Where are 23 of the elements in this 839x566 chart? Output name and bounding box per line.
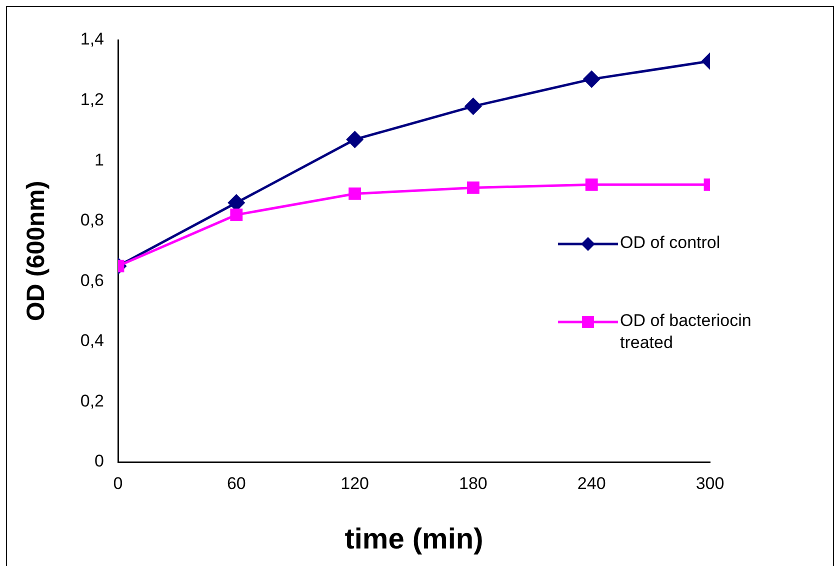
y-axis-title: OD (600nm): [22, 180, 50, 322]
y-tick-label: 0,8: [80, 210, 104, 230]
point: [464, 98, 482, 115]
point: [346, 131, 364, 148]
legend-label: OD of bacteriocin treated: [620, 310, 752, 354]
y-tick-label: 1,2: [80, 90, 104, 109]
y-tick-label: 1,4: [80, 30, 104, 49]
x-tick-label: 240: [577, 474, 606, 493]
y-tick-label: 0,4: [80, 331, 104, 350]
legend-label: OD of control: [620, 232, 722, 254]
y-tick-label: 0: [94, 452, 104, 471]
point: [467, 182, 480, 194]
y-tick-label: 1: [94, 150, 104, 170]
x-tick-label: 60: [226, 474, 246, 493]
point: [230, 208, 243, 222]
y-tick-label: 0,2: [80, 391, 104, 410]
x-axis-title: time (min): [344, 524, 484, 556]
x-tick-label: 180: [459, 474, 488, 493]
x-tick-label: 300: [696, 474, 724, 493]
y-tick-label: 0,6: [80, 270, 104, 290]
point: [348, 188, 361, 200]
x-tick-label: 120: [340, 474, 369, 493]
x-tick-label: 0: [113, 474, 123, 493]
